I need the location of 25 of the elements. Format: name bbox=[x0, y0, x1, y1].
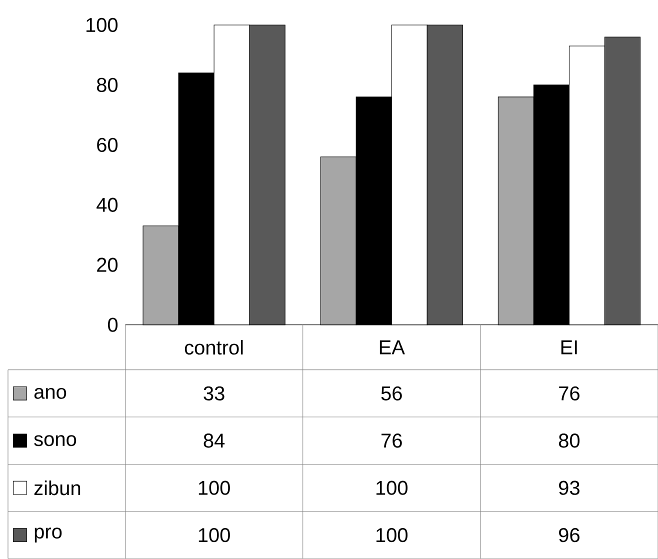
x-tick-label: EI bbox=[561, 340, 577, 354]
data-label: 84 bbox=[204, 434, 225, 448]
data-label: 76 bbox=[382, 434, 402, 448]
data-label: 100 bbox=[198, 528, 230, 542]
data-label: 100 bbox=[376, 480, 408, 496]
data-label: 76 bbox=[559, 386, 580, 401]
legend-label: zibun bbox=[34, 480, 80, 496]
data-label: 93 bbox=[559, 480, 580, 496]
y-tick-label: 80 bbox=[96, 78, 118, 92]
data-label: 100 bbox=[198, 480, 230, 496]
y-tick-label: 20 bbox=[97, 258, 118, 272]
legend-label: sono bbox=[34, 435, 76, 446]
y-tick-label: 40 bbox=[96, 198, 118, 212]
legend-label: ano bbox=[34, 388, 66, 400]
y-tick-label: 100 bbox=[86, 18, 118, 32]
x-tick-label: EA bbox=[380, 340, 405, 354]
legend-label: pro bbox=[34, 528, 62, 543]
data-label: 100 bbox=[376, 528, 408, 542]
data-label: 80 bbox=[558, 434, 580, 448]
y-tick-label: 0 bbox=[108, 318, 118, 332]
x-tick-label: control bbox=[184, 340, 243, 355]
data-label: 96 bbox=[559, 528, 580, 542]
data-label: 56 bbox=[381, 386, 402, 401]
data-label: 33 bbox=[204, 386, 224, 401]
y-tick-label: 60 bbox=[97, 138, 118, 152]
